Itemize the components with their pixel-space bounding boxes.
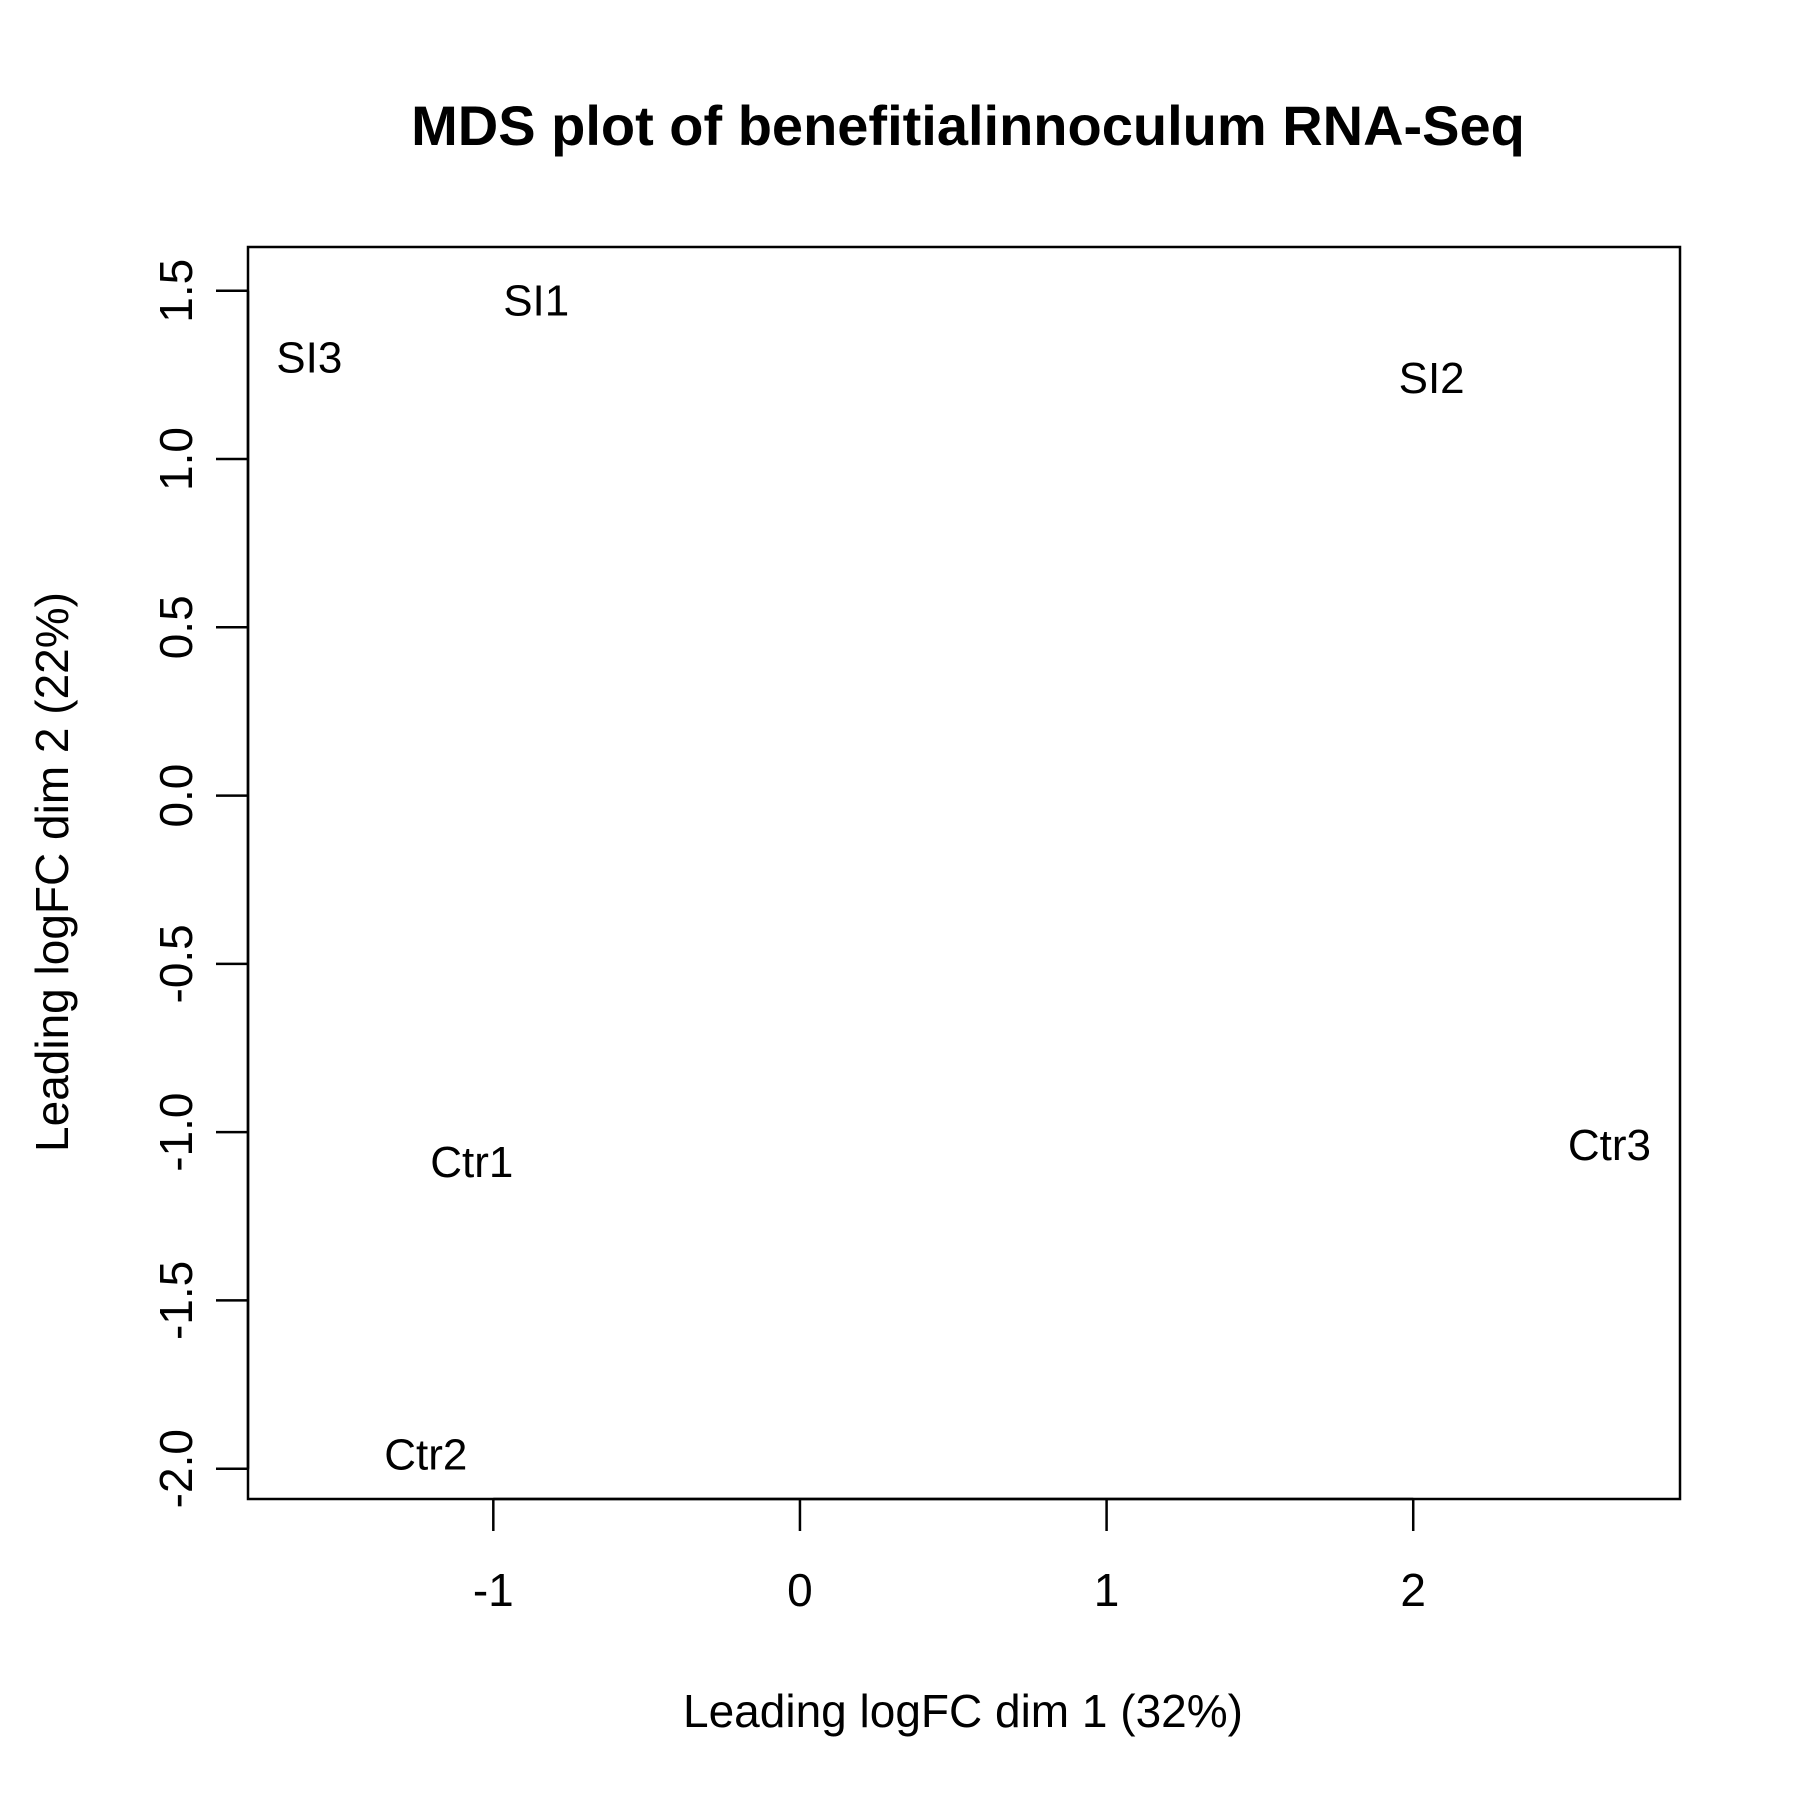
x-tick-label: 2 (1400, 1564, 1426, 1616)
point-label-ctr1: Ctr1 (430, 1138, 513, 1187)
y-tick-label: 0.0 (150, 764, 202, 828)
x-tick-label: 0 (787, 1564, 813, 1616)
y-tick-label: -1.0 (150, 1093, 202, 1172)
y-tick-label: 1.0 (150, 427, 202, 491)
x-tick-label: 1 (1094, 1564, 1120, 1616)
x-axis: -1 0 1 2 (473, 1497, 1426, 1616)
point-label-ctr2: Ctr2 (384, 1431, 467, 1480)
point-labels: SI1 SI3 SI2 Ctr1 Ctr3 Ctr2 (276, 276, 1651, 1479)
y-axis-label: Leading logFC dim 2 (22%) (26, 592, 78, 1152)
y-tick-label: -2.0 (150, 1429, 202, 1508)
point-label-si3: SI3 (276, 334, 342, 383)
x-axis-label: Leading logFC dim 1 (32%) (683, 1685, 1243, 1737)
y-tick-label: -1.5 (150, 1261, 202, 1340)
x-tick-label: -1 (473, 1564, 514, 1616)
chart-title: MDS plot of benefitialinnoculum RNA-Seq (411, 94, 1525, 157)
point-label-si1: SI1 (503, 276, 569, 325)
point-label-si2: SI2 (1399, 354, 1465, 403)
plot-frame (246, 245, 1682, 1501)
y-tick-label: 1.5 (150, 259, 202, 323)
point-label-ctr3: Ctr3 (1568, 1121, 1651, 1170)
y-tick-label: 0.5 (150, 595, 202, 659)
y-axis: -2.0 -1.5 -1.0 -0.5 0.0 0.5 1.0 1.5 (150, 259, 250, 1508)
y-tick-label: -0.5 (150, 924, 202, 1003)
